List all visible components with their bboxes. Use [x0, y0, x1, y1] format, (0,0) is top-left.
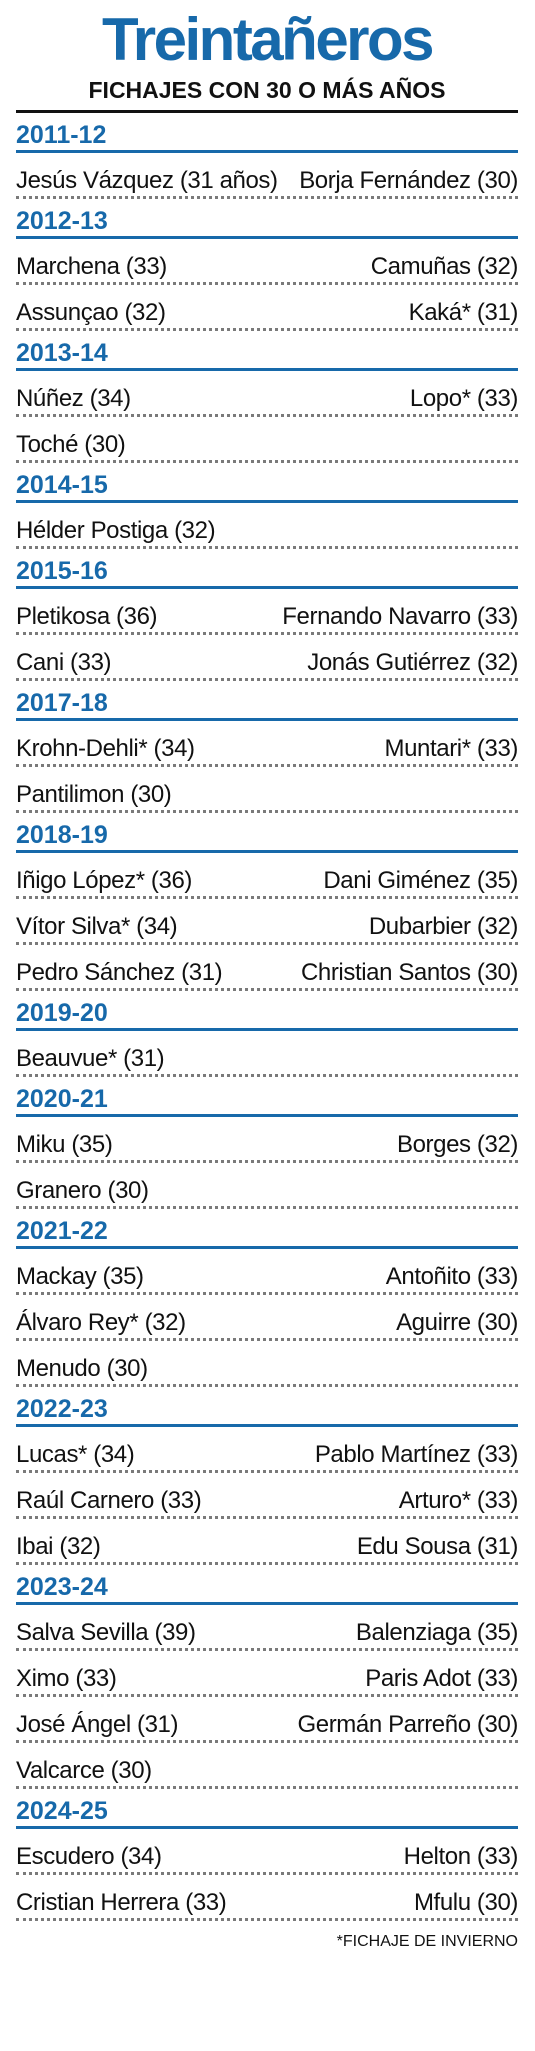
player-left: Beauvue* (31)	[16, 1045, 165, 1072]
player-left: Valcarce (30)	[16, 1757, 152, 1784]
player-left: Cristian Herrera (33)	[16, 1889, 227, 1916]
page-subtitle: FICHAJES CON 30 O MÁS AÑOS	[88, 77, 446, 103]
player-left: Ibai (32)	[16, 1533, 101, 1560]
page-title: Treintañeros	[101, 6, 435, 73]
player-row: Valcarce (30)	[16, 1743, 518, 1789]
season-header: 2012-13	[16, 199, 518, 239]
player-row: Pletikosa (36) Fernando Navarro (33)	[16, 589, 518, 635]
player-row: Krohn-Dehli* (34) Muntari* (33)	[16, 721, 518, 767]
player-row: Toché (30)	[16, 417, 518, 463]
season-header: 2013-14	[16, 331, 518, 371]
player-row: Núñez (34) Lopo* (33)	[16, 371, 518, 417]
player-row: Hélder Postiga (32)	[16, 503, 518, 549]
player-right: Fernando Navarro (33)	[282, 603, 518, 630]
season-header: 2017-18	[16, 681, 518, 721]
player-left: Núñez (34)	[16, 385, 131, 412]
player-row: Cani (33) Jonás Gutiérrez (32)	[16, 635, 518, 681]
player-row: Lucas* (34) Pablo Martínez (33)	[16, 1427, 518, 1473]
season-header: 2023-24	[16, 1565, 518, 1605]
player-right: Edu Sousa (31)	[356, 1533, 519, 1560]
player-left: Assunçao (32)	[16, 299, 166, 326]
season-header: 2018-19	[16, 813, 518, 853]
season-header: 2015-16	[16, 549, 518, 589]
player-row: Pantilimon (30)	[16, 767, 518, 813]
player-left: Pletikosa (36)	[16, 603, 158, 630]
player-row: Mackay (35) Antoñito (33)	[16, 1249, 518, 1295]
player-right: Arturo* (33)	[398, 1487, 519, 1514]
player-row: Menudo (30)	[16, 1341, 518, 1387]
player-right: Balenziaga (35)	[355, 1619, 519, 1646]
season-header: 2019-20	[16, 991, 518, 1031]
season-header: 2021-22	[16, 1209, 518, 1249]
player-right: Borges (32)	[397, 1131, 518, 1158]
player-right: Kaká* (31)	[408, 299, 519, 326]
player-row: Jesús Vázquez (31 años) Borja Fernández (…	[16, 153, 518, 199]
player-left: Vítor Silva* (34)	[16, 913, 178, 940]
player-row: Raúl Carnero (33) Arturo* (33)	[16, 1473, 518, 1519]
player-row: Granero (30)	[16, 1163, 518, 1209]
player-left: Marchena (33)	[16, 253, 167, 280]
player-row: Pedro Sánchez (31) Christian Santos (30)	[16, 945, 518, 991]
player-right: Germán Parreño (30)	[297, 1711, 519, 1738]
player-row: Escudero (34) Helton (33)	[16, 1829, 518, 1875]
player-row: José Ángel (31) Germán Parreño (30)	[16, 1697, 518, 1743]
player-right: Lopo* (33)	[409, 385, 518, 412]
player-left: Álvaro Rey* (32)	[16, 1309, 186, 1336]
header-divider	[16, 110, 518, 113]
player-row: Miku (35) Borges (32)	[16, 1117, 518, 1163]
player-left: Pedro Sánchez (31)	[16, 959, 223, 986]
player-right: Mfulu (30)	[413, 1889, 518, 1916]
player-right: Camuñas (32)	[370, 253, 519, 280]
player-left: Cani (33)	[16, 649, 112, 676]
player-right: Borja Fernández (30)	[299, 167, 518, 194]
player-left: Menudo (30)	[16, 1355, 148, 1382]
player-left: Toché (30)	[16, 431, 126, 458]
player-left: Salva Sevilla (39)	[16, 1619, 196, 1646]
player-right: Aguirre (30)	[396, 1309, 518, 1336]
player-left: Iñigo López* (36)	[16, 867, 192, 894]
player-right: Paris Adot (33)	[365, 1665, 518, 1692]
player-left: Lucas* (34)	[16, 1441, 135, 1468]
player-right: Antoñito (33)	[385, 1263, 519, 1290]
player-left: José Ángel (31)	[16, 1711, 179, 1738]
player-right: Pablo Martínez (33)	[314, 1441, 519, 1468]
player-row: Beauvue* (31)	[16, 1031, 518, 1077]
season-header: 2024-25	[16, 1789, 518, 1829]
player-right: Helton (33)	[403, 1843, 519, 1870]
player-right: Christian Santos (30)	[300, 959, 518, 986]
player-row: Cristian Herrera (33) Mfulu (30)	[16, 1875, 518, 1921]
player-left: Krohn-Dehli* (34)	[16, 735, 195, 762]
player-row: Ibai (32) Edu Sousa (31)	[16, 1519, 518, 1565]
player-left: Escudero (34)	[16, 1843, 162, 1870]
season-header: 2022-23	[16, 1387, 518, 1427]
player-left: Granero (30)	[16, 1177, 149, 1204]
season-header: 2014-15	[16, 463, 518, 503]
season-list: 2011-12 Jesús Vázquez (31 años) Borja Fern…	[16, 113, 518, 1921]
player-left: Raúl Carnero (33)	[16, 1487, 202, 1514]
player-left: Jesús Vázquez (31 años)	[16, 167, 278, 194]
player-row: Álvaro Rey* (32) Aguirre (30)	[16, 1295, 518, 1341]
infographic: Treintañeros FICHAJES CON 30 O MÁS AÑOS …	[16, 0, 518, 1951]
player-left: Miku (35)	[16, 1131, 113, 1158]
player-left: Hélder Postiga (32)	[16, 517, 216, 544]
player-right: Dani Giménez (35)	[323, 867, 518, 894]
player-right: Dubarbier (32)	[368, 913, 519, 940]
season-header: 2020-21	[16, 1077, 518, 1117]
player-row: Vítor Silva* (34) Dubarbier (32)	[16, 899, 518, 945]
player-left: Ximo (33)	[16, 1665, 117, 1692]
player-left: Pantilimon (30)	[16, 781, 172, 808]
player-row: Marchena (33) Camuñas (32)	[16, 239, 518, 285]
player-row: Iñigo López* (36) Dani Giménez (35)	[16, 853, 518, 899]
season-header: 2011-12	[16, 113, 518, 153]
player-row: Salva Sevilla (39) Balenziaga (35)	[16, 1605, 518, 1651]
player-left: Mackay (35)	[16, 1263, 144, 1290]
player-row: Assunçao (32) Kaká* (31)	[16, 285, 518, 331]
footnote: *FICHAJE DE INVIERNO	[336, 1933, 518, 1950]
player-right: Jonás Gutiérrez (32)	[307, 649, 518, 676]
player-row: Ximo (33) Paris Adot (33)	[16, 1651, 518, 1697]
player-right: Muntari* (33)	[384, 735, 518, 762]
